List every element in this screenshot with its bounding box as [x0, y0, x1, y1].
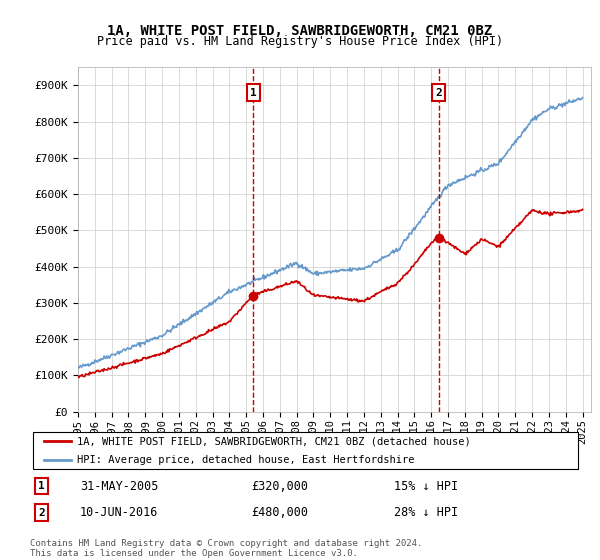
Text: £320,000: £320,000 [251, 479, 308, 493]
Text: £480,000: £480,000 [251, 506, 308, 519]
Text: Price paid vs. HM Land Registry's House Price Index (HPI): Price paid vs. HM Land Registry's House … [97, 35, 503, 48]
Text: 10-JUN-2016: 10-JUN-2016 [80, 506, 158, 519]
Text: 2: 2 [435, 87, 442, 97]
Text: 1: 1 [38, 481, 45, 491]
Text: 2: 2 [38, 507, 45, 517]
FancyBboxPatch shape [33, 432, 578, 469]
Text: 28% ↓ HPI: 28% ↓ HPI [394, 506, 458, 519]
Text: Contains HM Land Registry data © Crown copyright and database right 2024.
This d: Contains HM Land Registry data © Crown c… [30, 539, 422, 558]
Text: 15% ↓ HPI: 15% ↓ HPI [394, 479, 458, 493]
Text: 1: 1 [250, 87, 257, 97]
Text: 1A, WHITE POST FIELD, SAWBRIDGEWORTH, CM21 0BZ: 1A, WHITE POST FIELD, SAWBRIDGEWORTH, CM… [107, 24, 493, 38]
Text: 1A, WHITE POST FIELD, SAWBRIDGEWORTH, CM21 0BZ (detached house): 1A, WHITE POST FIELD, SAWBRIDGEWORTH, CM… [77, 436, 470, 446]
Text: 31-MAY-2005: 31-MAY-2005 [80, 479, 158, 493]
Text: HPI: Average price, detached house, East Hertfordshire: HPI: Average price, detached house, East… [77, 455, 415, 465]
